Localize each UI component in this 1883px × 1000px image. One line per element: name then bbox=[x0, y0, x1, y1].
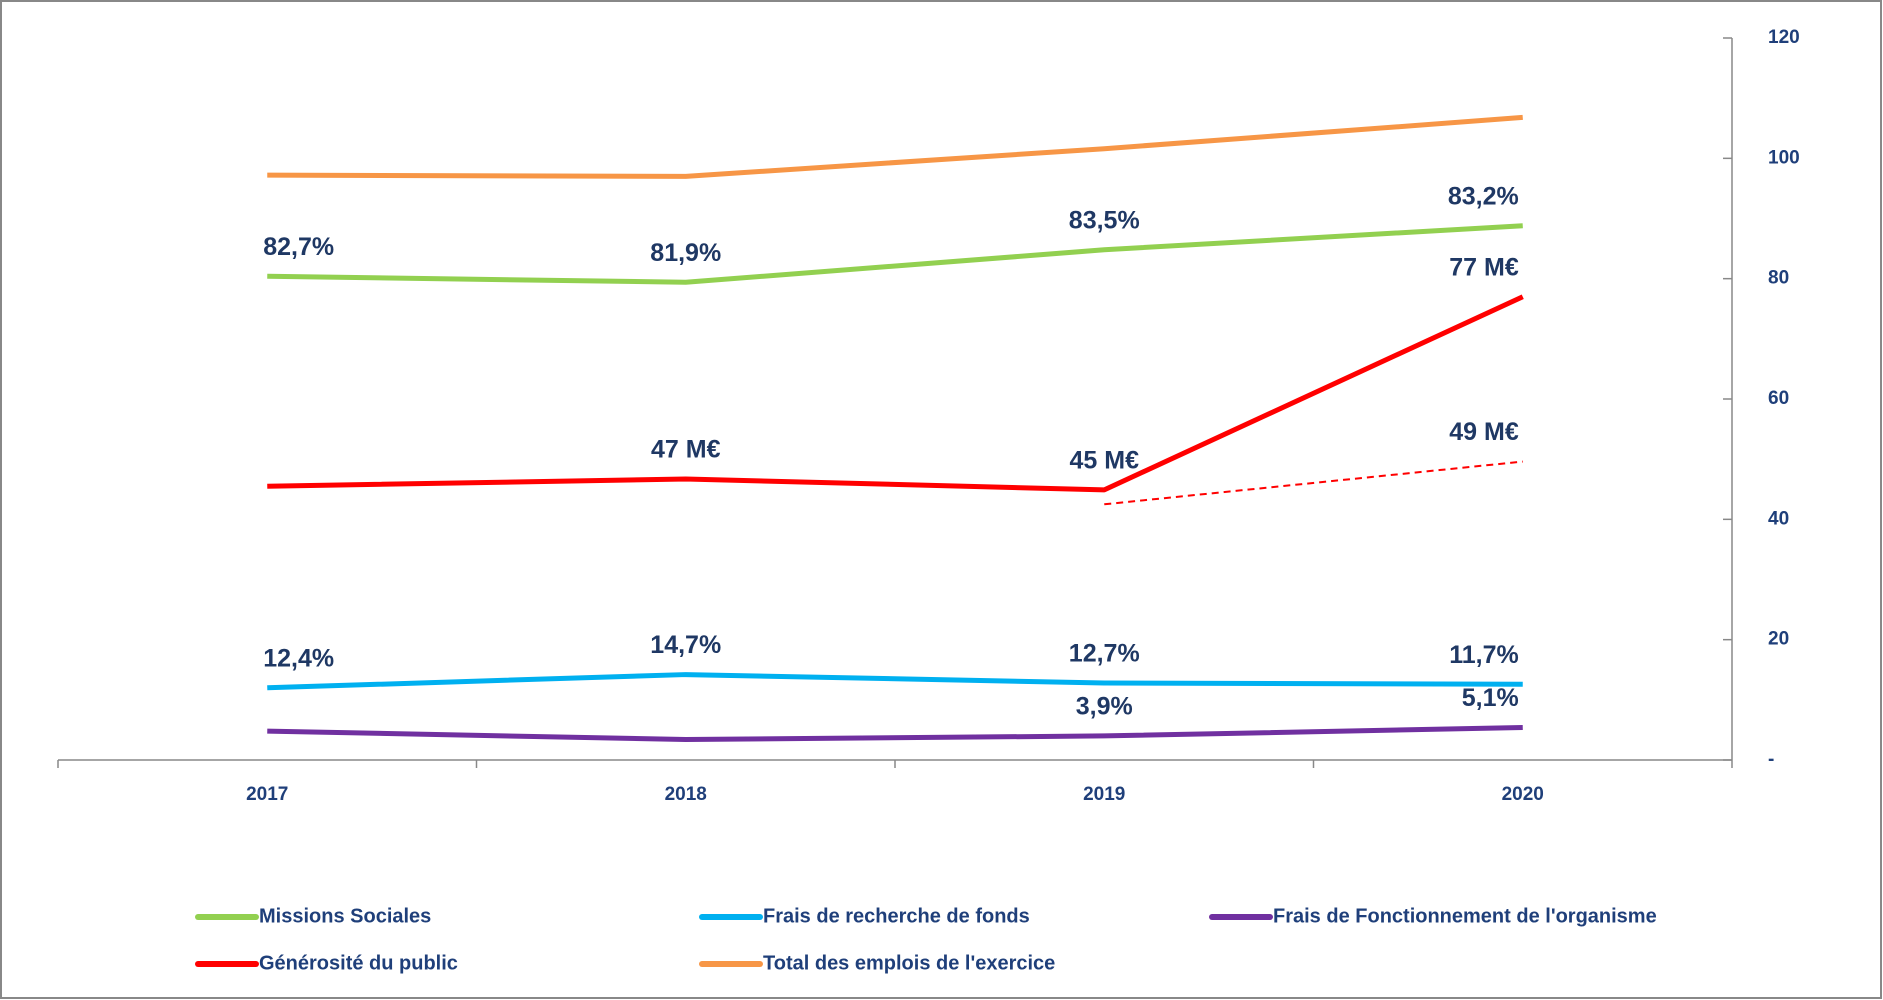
point-label: 47 M€ bbox=[651, 436, 721, 464]
point-label: 14,7% bbox=[650, 631, 721, 659]
point-label: 3,9% bbox=[1076, 693, 1133, 721]
y-tick-label: - bbox=[1768, 749, 1774, 770]
legend-label: Missions Sociales bbox=[259, 905, 431, 927]
projection-line bbox=[1104, 460, 1523, 506]
y-tick-label: 40 bbox=[1768, 508, 1789, 529]
legend-label: Total des emplois de l'exercice bbox=[763, 952, 1055, 974]
point-label: 45 M€ bbox=[1070, 446, 1140, 474]
y-tick-label: 80 bbox=[1768, 268, 1789, 289]
point-label: 49 M€ bbox=[1449, 418, 1519, 446]
series-line bbox=[267, 672, 1523, 691]
legend-label: Frais de Fonctionnement de l'organisme bbox=[1273, 905, 1657, 927]
point-label: 12,7% bbox=[1069, 640, 1140, 668]
point-label: 81,9% bbox=[650, 239, 721, 267]
x-tick-label: 2020 bbox=[1502, 784, 1544, 805]
series-line bbox=[267, 223, 1523, 285]
y-tick-label: 100 bbox=[1768, 147, 1800, 168]
legend-label: Générosité du public bbox=[259, 952, 458, 974]
series-line bbox=[267, 294, 1524, 493]
point-label: 82,7% bbox=[263, 233, 334, 261]
series-line bbox=[267, 725, 1523, 743]
y-tick-label: 60 bbox=[1768, 388, 1789, 409]
y-tick-label: 120 bbox=[1768, 27, 1800, 48]
series-line bbox=[267, 114, 1523, 179]
point-label: 11,7% bbox=[1449, 641, 1519, 669]
point-label: 12,4% bbox=[263, 644, 334, 672]
x-tick-label: 2018 bbox=[665, 784, 707, 805]
legend-label: Frais de recherche de fonds bbox=[763, 905, 1030, 927]
x-tick-label: 2017 bbox=[246, 784, 288, 805]
point-label: 77 M€ bbox=[1449, 253, 1519, 281]
point-label: 5,1% bbox=[1462, 684, 1519, 712]
point-label: 83,5% bbox=[1069, 206, 1140, 234]
point-label: 83,2% bbox=[1448, 182, 1519, 210]
x-tick-label: 2019 bbox=[1083, 784, 1125, 805]
y-tick-label: 20 bbox=[1768, 629, 1789, 650]
